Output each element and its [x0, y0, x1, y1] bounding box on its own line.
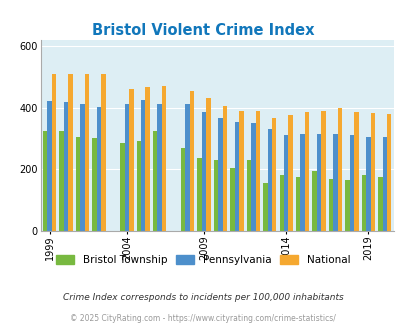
Bar — [80, 104, 85, 231]
Bar — [271, 118, 276, 231]
Bar — [101, 74, 105, 231]
Legend: Bristol Township, Pennsylvania, National: Bristol Township, Pennsylvania, National — [55, 255, 350, 265]
Bar — [361, 176, 365, 231]
Bar — [162, 86, 166, 231]
Bar — [304, 112, 309, 231]
Bar — [76, 137, 80, 231]
Bar — [185, 104, 190, 231]
Bar — [353, 112, 358, 231]
Bar — [311, 171, 316, 231]
Bar — [283, 135, 288, 231]
Bar — [120, 143, 124, 231]
Bar — [201, 112, 206, 231]
Bar — [157, 104, 162, 231]
Text: © 2025 CityRating.com - https://www.cityrating.com/crime-statistics/: © 2025 CityRating.com - https://www.city… — [70, 314, 335, 323]
Bar — [136, 142, 141, 231]
Bar — [218, 118, 222, 231]
Bar — [300, 134, 304, 231]
Bar — [333, 134, 337, 231]
Bar — [85, 74, 89, 231]
Bar — [279, 176, 283, 231]
Bar — [59, 131, 64, 231]
Bar — [129, 89, 133, 231]
Bar — [295, 177, 300, 231]
Bar — [386, 114, 390, 231]
Bar — [230, 168, 234, 231]
Bar — [64, 102, 68, 231]
Bar — [377, 177, 382, 231]
Bar — [68, 74, 72, 231]
Bar — [382, 137, 386, 231]
Bar — [181, 148, 185, 231]
Bar — [349, 135, 353, 231]
Bar — [337, 108, 341, 231]
Bar — [213, 160, 218, 231]
Bar — [251, 123, 255, 231]
Bar — [288, 115, 292, 231]
Bar — [92, 138, 96, 231]
Bar — [262, 183, 267, 231]
Bar — [43, 131, 47, 231]
Bar — [365, 137, 370, 231]
Bar — [316, 134, 320, 231]
Bar — [267, 129, 271, 231]
Bar — [246, 160, 251, 231]
Bar — [234, 122, 239, 231]
Bar — [206, 98, 210, 231]
Bar — [47, 101, 52, 231]
Bar — [124, 104, 129, 231]
Text: Bristol Violent Crime Index: Bristol Violent Crime Index — [92, 23, 313, 38]
Bar — [239, 111, 243, 231]
Bar — [96, 107, 101, 231]
Bar — [145, 87, 149, 231]
Bar — [370, 113, 374, 231]
Bar — [197, 158, 201, 231]
Bar — [222, 106, 226, 231]
Bar — [320, 111, 325, 231]
Bar — [344, 180, 349, 231]
Bar — [190, 90, 194, 231]
Bar — [153, 131, 157, 231]
Text: Crime Index corresponds to incidents per 100,000 inhabitants: Crime Index corresponds to incidents per… — [62, 292, 343, 302]
Bar — [328, 179, 333, 231]
Bar — [141, 100, 145, 231]
Bar — [255, 111, 259, 231]
Bar — [52, 74, 56, 231]
